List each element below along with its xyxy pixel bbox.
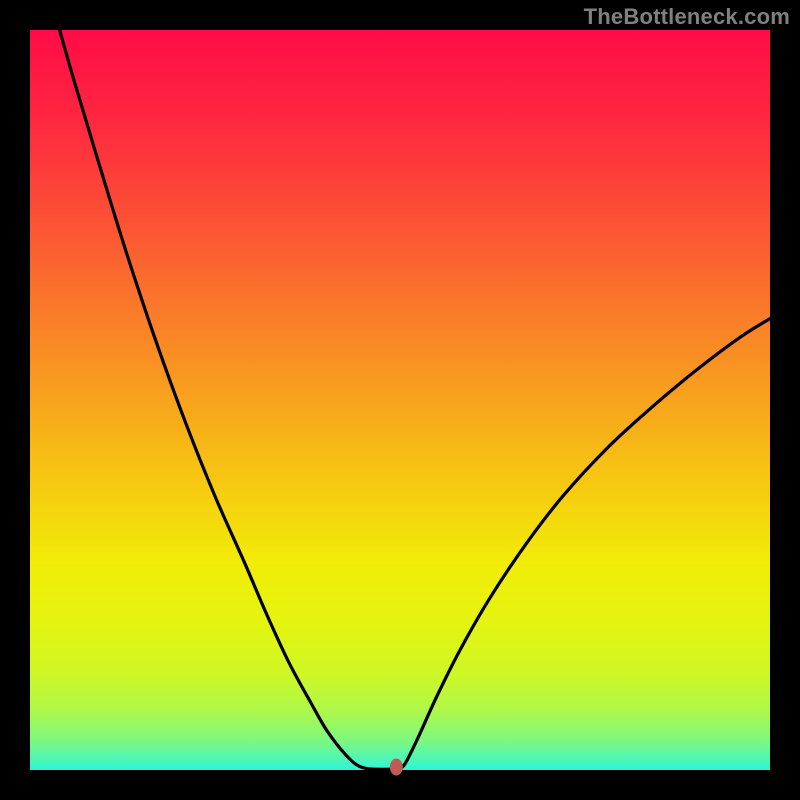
bottleneck-chart [0,0,800,800]
chart-frame: TheBottleneck.com [0,0,800,800]
optimum-marker [390,759,402,775]
watermark-label: TheBottleneck.com [584,4,790,30]
